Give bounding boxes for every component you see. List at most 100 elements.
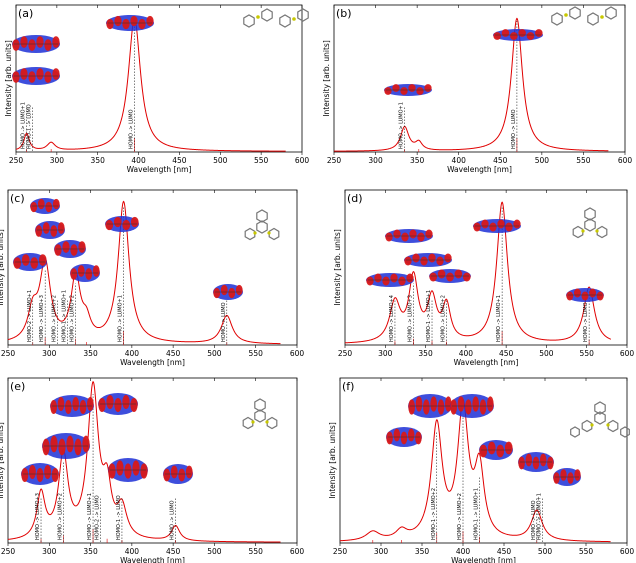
plot-frame: [339, 377, 628, 544]
x-tick-label: 350: [83, 547, 98, 556]
x-tick-label: 400: [452, 156, 467, 165]
orbital-isosurface: [429, 269, 471, 283]
x-tick-label: 350: [415, 547, 430, 556]
transition-label: HOMO-1 -> LUMO: [116, 495, 122, 540]
x-tick-label: 250: [327, 156, 342, 165]
orbital-isosurface: [450, 394, 494, 418]
molecule-structure-icon: [551, 6, 617, 26]
x-tick-label: 550: [249, 547, 264, 556]
orbital-isosurface: [108, 458, 148, 482]
transition-label: HOMO -> LUMO+3: [407, 295, 413, 342]
x-tick-label: 300: [50, 156, 65, 165]
orbital-isosurface: [50, 395, 94, 417]
y-axis-label: Intensity [arb. units]: [322, 40, 331, 117]
transition-label: HOMO -> LUMO: [511, 109, 517, 149]
spectrum-line: [344, 201, 612, 344]
y-axis-label: Intensity [arb. units]: [333, 229, 342, 306]
spectrum-line: [7, 380, 281, 543]
transition-label: HOMO -> LUMO+2: [441, 295, 447, 342]
orbital-isosurface: [566, 288, 604, 302]
plot-frame: [344, 189, 628, 346]
x-tick-label: 600: [618, 156, 633, 165]
y-axis-label: Intensity [arb. units]: [4, 40, 13, 117]
x-axis-label: Wavelength [nm]: [127, 165, 192, 174]
transition-label: HOMO -> LUMO: [531, 500, 537, 540]
panel-label: (e): [10, 380, 25, 393]
transition-label: HOMO -> LUMO+4: [389, 295, 395, 342]
panel-f: 250 300 350 400 450 500 550 600 Wavelength [nm] I…: [328, 377, 635, 563]
transition-label: HOMO -> LUMO+2: [457, 493, 463, 540]
x-tick-label: 600: [290, 547, 305, 556]
x-tick-label: 250: [338, 349, 353, 358]
x-tick-label: 550: [576, 156, 591, 165]
orbital-isosurface: [553, 468, 581, 486]
transition-label: HOMO -> LUMO: [128, 109, 134, 149]
x-tick-label: 250: [1, 547, 16, 556]
molecule-structure-icon: [244, 209, 280, 241]
x-tick-label: 250: [9, 156, 24, 165]
x-tick-label: 450: [172, 156, 187, 165]
x-tick-label: 300: [42, 349, 57, 358]
y-axis-label: Intensity [arb. units]: [328, 422, 337, 499]
x-tick-label: 550: [249, 349, 264, 358]
transition-label: HOMO-1 -> LUMO+1: [473, 488, 479, 540]
orbital-isosurface: [105, 216, 139, 232]
x-axis-label: Wavelength [nm]: [451, 556, 516, 563]
transition-label: HOMO-1 -> LUMO+2: [431, 488, 437, 540]
plot-frame: [7, 189, 298, 346]
transition-label: HOMO-1 -> LUMO: [27, 104, 33, 149]
x-tick-label: 500: [538, 547, 553, 556]
x-tick-label: 500: [535, 156, 550, 165]
spectrum-line: [15, 17, 286, 152]
panel-label: (d): [347, 192, 363, 205]
transition-label: HOMO -> LUMO+2: [70, 295, 76, 342]
x-tick-label: 250: [1, 349, 16, 358]
transition-label: HOMO -> LUMO+1: [537, 493, 543, 540]
x-tick-label: 550: [579, 547, 594, 556]
panel-e: 250 300 350 400 450 500 550 600 Wavelength [nm] I…: [0, 377, 305, 563]
x-tick-label: 400: [125, 547, 140, 556]
x-tick-label: 550: [254, 156, 269, 165]
x-tick-label: 300: [378, 349, 393, 358]
orbital-isosurface: [98, 393, 138, 415]
x-tick-label: 350: [83, 349, 98, 358]
transition-label: HOMO-1 -> LUMO+1: [426, 290, 432, 342]
x-axis-label: Wavelength [nm]: [120, 556, 185, 563]
orbital-isosurface: [163, 464, 193, 484]
panel-label: (c): [10, 192, 25, 205]
x-tick-label: 350: [410, 156, 425, 165]
orbital-isosurface: [13, 253, 47, 271]
x-tick-label: 250: [333, 547, 348, 556]
molecule-structure-icon: [243, 8, 309, 28]
transition-label: HOMO -> LUMO+2: [52, 295, 58, 342]
orbital-isosurface: [21, 463, 59, 485]
orbital-isosurface: [518, 452, 554, 472]
transition-label: HOMO-1 -> LUMO+1: [61, 290, 67, 342]
x-tick-label: 600: [295, 156, 310, 165]
y-axis-label: Intensity [arb. units]: [0, 229, 5, 306]
x-axis-label: Wavelength [nm]: [447, 165, 512, 174]
x-tick-label: 300: [368, 156, 383, 165]
x-tick-label: 500: [207, 349, 222, 358]
orbital-isosurface: [386, 427, 422, 447]
orbital-isosurface: [213, 284, 243, 300]
transition-label: HOMO -> LUMO: [583, 302, 589, 342]
x-tick-label: 500: [213, 156, 228, 165]
panel-c: 250 300 350 400 450 500 550 600 Wavelength [nm] I…: [0, 189, 305, 367]
transition-label: HOMO-2 -> LUMO: [94, 495, 100, 540]
transition-label: HOMO -> LUMO: [221, 302, 227, 342]
x-tick-label: 350: [418, 349, 433, 358]
transition-label: HOMO-2 -> LUMO+1: [27, 290, 33, 342]
x-tick-label: 400: [125, 349, 140, 358]
x-tick-label: 600: [620, 349, 635, 358]
transition-label: HOMO -> LUMO+3: [35, 493, 41, 540]
x-tick-label: 500: [207, 547, 222, 556]
molecule-structure-icon: [570, 401, 630, 438]
panel-b: 250 300 350 400 450 500 550 600 Wavelength [nm] I…: [322, 4, 633, 174]
x-tick-label: 350: [91, 156, 106, 165]
y-axis-label: Intensity [arb. units]: [0, 422, 5, 499]
x-axis-label: Wavelength [nm]: [454, 358, 519, 367]
x-tick-label: 600: [290, 349, 305, 358]
x-tick-label: 400: [456, 547, 471, 556]
x-tick-label: 600: [620, 547, 635, 556]
